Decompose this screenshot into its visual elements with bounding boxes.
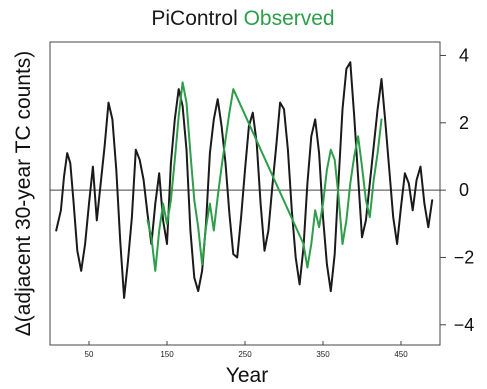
title-part: PiControl: [151, 7, 237, 30]
y-axis-ticks: −4 −2 0 2 4: [440, 45, 475, 335]
x-tick-label: 350: [316, 350, 330, 359]
x-tick-label: 150: [160, 350, 174, 359]
x-tick-label: 250: [238, 350, 252, 359]
series-line-picontrol: [55, 61, 434, 299]
y-tick-label: −2: [454, 247, 475, 267]
title-part: Observed: [238, 7, 335, 30]
x-tick-label: 50: [85, 350, 94, 359]
x-tick-label: 450: [394, 350, 408, 359]
y-tick-label: 4: [459, 45, 469, 65]
x-axis-ticks: 50 150 250 350 450: [85, 341, 408, 359]
x-axis-title: Year: [226, 364, 268, 387]
y-tick-label: 2: [459, 113, 469, 133]
y-tick-label: 0: [459, 180, 469, 200]
series-group: [55, 61, 434, 299]
y-axis-title: Δ(adjacent 30-year TC counts): [12, 51, 35, 337]
series-line-observed: [146, 81, 383, 272]
y-tick-label: −4: [454, 315, 475, 335]
chart-title: PiControl Observed: [151, 7, 334, 30]
title-text: PiControl Observed: [151, 7, 334, 30]
